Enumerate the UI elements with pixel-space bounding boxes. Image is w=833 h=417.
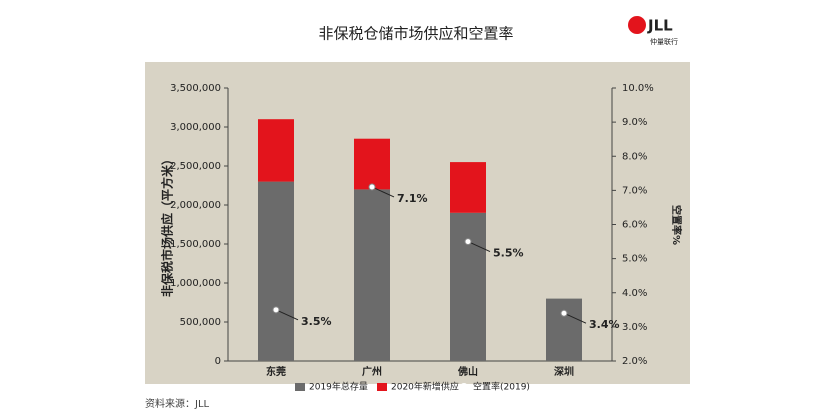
bar-segment [354, 138, 390, 190]
x-tick-label: 广州 [362, 365, 382, 378]
legend-swatch [377, 383, 387, 391]
label-leader [467, 241, 491, 253]
y-tick-label: 1,000,000 [170, 278, 221, 289]
legend-label: 2020年新增供应 [391, 381, 459, 393]
y2-tick-label: 8.0% [622, 151, 647, 162]
y-tick-label: 2,500,000 [170, 161, 221, 172]
value-label: 5.5% [493, 247, 524, 260]
y2-tick-label: 3.0% [622, 322, 647, 333]
y-axis-label: 非保税市场供应（平方米） [160, 153, 175, 297]
vacancy-point [272, 306, 280, 314]
vacancy-point [368, 183, 376, 191]
y2-tick-label: 7.0% [622, 185, 647, 196]
y2-tick-label: 5.0% [622, 254, 647, 265]
value-label: 3.5% [301, 315, 332, 328]
y2-tick-label: 9.0% [622, 117, 647, 128]
source: 资料来源：JLL [145, 397, 210, 410]
bar-segment [258, 119, 294, 182]
value-label: 7.1% [397, 192, 428, 205]
label-leader [275, 309, 299, 321]
y-tick-label: 500,000 [180, 317, 221, 328]
y2-tick-label: 2.0% [622, 356, 647, 367]
plot-panel [145, 62, 690, 384]
y-tick-label: 2,000,000 [170, 200, 221, 211]
y2-tick-label: 6.0% [622, 220, 647, 231]
y-tick-label: 3,500,000 [170, 83, 221, 94]
label-leader [563, 312, 587, 324]
label-leader [371, 186, 395, 198]
bar-segment [450, 212, 486, 361]
legend-label: 2019年总存量 [309, 381, 368, 393]
bar-segment [354, 189, 390, 361]
vacancy-point [560, 309, 568, 317]
y2-tick-label: 10.0% [622, 83, 654, 94]
x-tick-label: 深圳 [554, 365, 574, 378]
legend-label: 空置率(2019) [473, 381, 530, 393]
x-tick-label: 东莞 [266, 365, 286, 378]
logo-brand: JLL [647, 17, 673, 35]
legend-swatch [295, 383, 305, 391]
logo-mark [628, 16, 646, 34]
y-tick-label: 3,000,000 [170, 122, 221, 133]
bar-segment [546, 298, 582, 361]
vacancy-point [464, 238, 472, 246]
legend-swatch [460, 383, 468, 391]
y-tick-label: 0 [215, 356, 221, 367]
bar-segment [258, 181, 294, 361]
y2-tick-label: 4.0% [622, 288, 647, 299]
y-tick-label: 1,500,000 [170, 239, 221, 250]
y2-axis-label: 空置率% [670, 205, 683, 245]
chart-title: 非保税仓储市场供应和空置率 [318, 25, 513, 43]
bar-segment [450, 162, 486, 213]
x-tick-label: 佛山 [457, 365, 478, 378]
value-label: 3.4% [589, 318, 620, 331]
logo-name: 仲量联行 [650, 37, 678, 46]
